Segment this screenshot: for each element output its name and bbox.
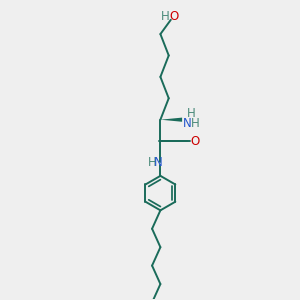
Text: H: H [187, 107, 195, 120]
Text: O: O [190, 135, 199, 148]
Text: H: H [191, 117, 200, 130]
Text: N: N [154, 156, 162, 169]
Text: N: N [183, 117, 191, 130]
Text: O: O [170, 10, 179, 23]
Polygon shape [160, 118, 182, 122]
Text: H: H [148, 156, 157, 169]
Text: H: H [161, 10, 170, 23]
